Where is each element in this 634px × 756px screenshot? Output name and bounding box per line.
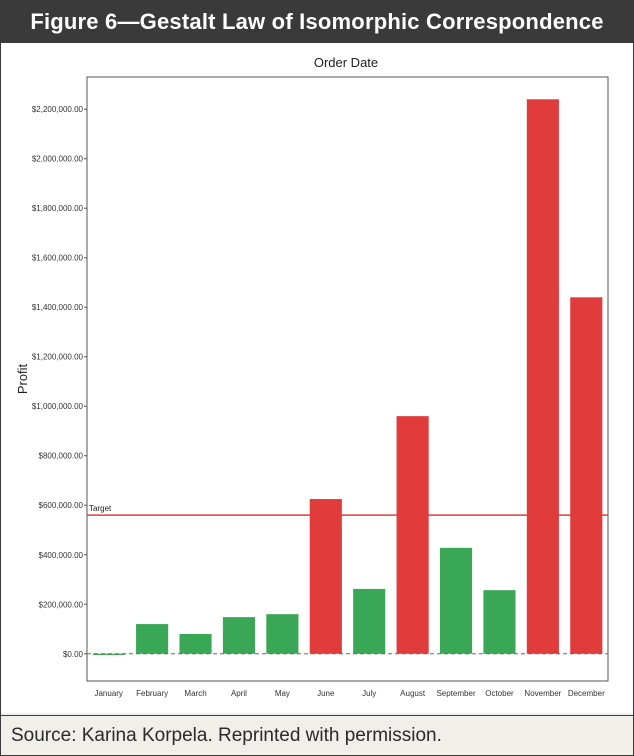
x-tick-label: August <box>400 689 426 698</box>
x-tick-label: November <box>524 689 561 698</box>
x-tick-label: April <box>231 689 247 698</box>
plot-frame <box>86 76 609 682</box>
chart-title: Order Date <box>314 55 378 70</box>
bar-may <box>266 614 299 654</box>
bar-july <box>353 588 386 654</box>
bar-september <box>439 547 473 654</box>
reference-lines: Target <box>87 504 608 655</box>
x-tick-label: February <box>136 689 168 698</box>
y-tick-label: $400,000.00 <box>39 551 84 560</box>
bar-august <box>396 416 429 654</box>
target-label: Target <box>89 504 112 513</box>
bar-january <box>92 653 125 656</box>
y-axis-ticks: $0.00 $200,000.00 $400,000.00 $600,000.00 $8… <box>32 105 87 659</box>
bars <box>92 99 603 656</box>
y-tick-label: $0.00 <box>63 650 84 659</box>
bar-december <box>570 297 603 654</box>
y-tick-label: $200,000.00 <box>39 600 84 609</box>
bar-april <box>222 617 256 654</box>
bar-november <box>526 99 559 654</box>
x-tick-label: July <box>362 689 376 698</box>
x-axis-labels: January February March April May June July Augu… <box>94 689 605 698</box>
y-tick-label: $1,600,000.00 <box>32 254 84 263</box>
y-tick-label: $1,000,000.00 <box>32 402 84 411</box>
x-tick-label: May <box>275 689 290 698</box>
x-tick-label: December <box>568 689 605 698</box>
y-axis-label: Profit <box>15 363 30 394</box>
x-tick-label: September <box>436 689 475 698</box>
bar-february <box>136 624 169 654</box>
source-caption: Source: Karina Korpela. Reprinted with p… <box>1 715 633 755</box>
chart-area: Order Date Profit $0.00 $200,000.00 $400,0… <box>1 43 633 713</box>
y-tick-label: $2,200,000.00 <box>32 105 84 114</box>
y-tick-label: $2,000,000.00 <box>32 155 84 164</box>
figure-title: Figure 6—Gestalt Law of Isomorphic Corre… <box>1 1 633 43</box>
bar-october <box>483 590 516 654</box>
x-tick-label: March <box>184 689 206 698</box>
bar-chart: Order Date Profit $0.00 $200,000.00 $400,0… <box>15 55 609 698</box>
y-tick-label: $800,000.00 <box>39 452 84 461</box>
bar-june <box>309 499 342 654</box>
x-tick-label: January <box>94 689 122 698</box>
x-tick-label: June <box>317 689 335 698</box>
y-tick-label: $1,200,000.00 <box>32 353 84 362</box>
x-tick-label: October <box>485 689 514 698</box>
y-tick-label: $600,000.00 <box>39 501 84 510</box>
y-tick-label: $1,400,000.00 <box>32 303 84 312</box>
y-tick-label: $1,800,000.00 <box>32 204 84 213</box>
bar-march <box>179 633 212 654</box>
